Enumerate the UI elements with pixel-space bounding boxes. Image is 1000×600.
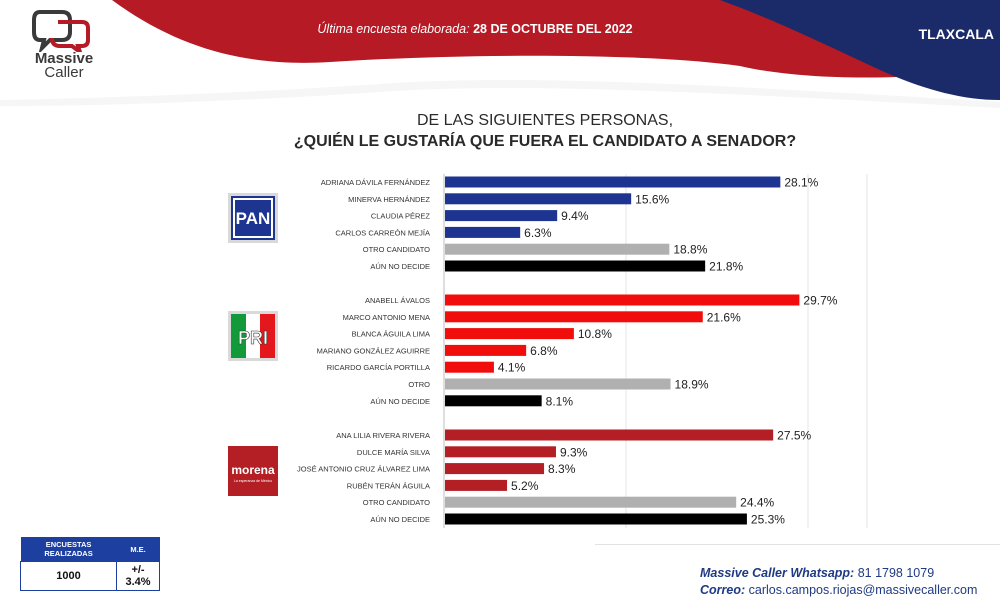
morena-logo-text: morena <box>231 463 275 477</box>
bar-label: DULCE MARÍA SILVA <box>357 448 430 457</box>
massive-caller-logo <box>32 10 90 52</box>
bar <box>445 513 747 525</box>
footer-whatsapp-number: 81 1798 1079 <box>857 566 935 580</box>
data-label: 21.8% <box>709 260 743 274</box>
bar-label: MARCO ANTONIO MENA <box>343 313 430 322</box>
morena-logo-square <box>228 446 278 496</box>
data-label: 27.5% <box>777 429 811 443</box>
footer-email: Correo: carlos.campos.riojas@massivecall… <box>700 583 977 597</box>
bar-label: CLAUDIA PÉREZ <box>371 212 431 221</box>
stats-value-surveys: 1000 <box>19 561 118 591</box>
bar-label: CARLOS CARREÓN MEJÍA <box>335 228 430 237</box>
data-label: 25.3% <box>751 513 785 527</box>
bar <box>445 496 737 508</box>
logo-text-massive: Massive <box>34 50 94 67</box>
footer-whatsapp: Massive Caller Whatsapp: 81 1798 1079 <box>700 566 934 580</box>
pan-logo-border <box>233 198 273 238</box>
data-label: 21.6% <box>707 310 741 324</box>
bar <box>445 344 527 356</box>
bar <box>445 210 558 222</box>
data-label: 18.8% <box>673 243 707 257</box>
bar <box>445 226 521 238</box>
bar <box>445 243 670 255</box>
bar <box>445 176 781 188</box>
bar <box>445 479 508 491</box>
pan-logo-text: PAN <box>236 209 271 228</box>
pri-logo-red <box>260 314 275 358</box>
bar <box>445 193 632 205</box>
bar-label: ANA LILIA RIVERA RIVERA <box>336 431 430 440</box>
question-line-2: ¿QUIÉN LE GUSTARÍA QUE FUERA EL CANDIDAT… <box>293 133 797 150</box>
bar <box>445 260 706 272</box>
data-label: 15.6% <box>635 192 669 206</box>
stats-header-margin: M.E. <box>116 537 160 562</box>
bar-label: AÚN NO DECIDE <box>370 262 430 271</box>
data-label: 6.3% <box>524 226 552 240</box>
logo-text-caller: Caller <box>44 64 84 81</box>
data-label: 29.7% <box>803 294 837 308</box>
data-label: 4.1% <box>498 361 526 375</box>
survey-stats-table: ENCUESTAS REALIZADAS M.E. 1000 +/- 3.4% <box>19 537 160 591</box>
bar-label: MINERVA HERNÁNDEZ <box>348 195 430 204</box>
footer-whatsapp-label: Massive Caller Whatsapp: <box>700 566 855 580</box>
bar-label: ANABELL ÁVALOS <box>365 296 430 305</box>
bar <box>445 429 774 441</box>
bar <box>445 395 542 407</box>
bar-label: RICARDO GARCÍA PORTILLA <box>327 363 430 372</box>
pri-logo-green <box>231 314 246 358</box>
morena-logo-subtext: La esperanza de México <box>234 479 272 483</box>
footer-email-address: carlos.campos.riojas@massivecaller.com <box>748 583 978 597</box>
bar <box>445 328 574 340</box>
data-label: 9.3% <box>560 445 588 459</box>
bar <box>445 378 671 390</box>
data-label: 28.1% <box>784 176 818 190</box>
bar-label: AÚN NO DECIDE <box>370 397 430 406</box>
footer-divider <box>595 544 1000 545</box>
bar <box>445 361 494 373</box>
data-label: 8.1% <box>546 394 574 408</box>
bar <box>445 294 800 306</box>
data-label: 8.3% <box>548 462 576 476</box>
bar-label: BLANCA ÁGUILA LIMA <box>352 330 430 339</box>
survey-date-value: 28 DE OCTUBRE DEL 2022 <box>473 22 633 36</box>
bar-label: RUBÉN TERÁN ÁGUILA <box>347 481 430 490</box>
bar-label: OTRO CANDIDATO <box>363 498 430 507</box>
data-label: 5.2% <box>511 479 539 493</box>
question-line-1: DE LAS SIGUIENTES PERSONAS, <box>416 112 674 129</box>
bar-label: ADRIANA DÁVILA FERNÁNDEZ <box>321 178 431 187</box>
bar <box>445 463 545 475</box>
survey-date-label: Última encuesta elaborada: <box>317 22 470 36</box>
data-label: 9.4% <box>561 209 589 223</box>
bar-label: MARIANO GONZÁLEZ AGUIRRE <box>317 346 430 355</box>
data-label: 6.8% <box>530 344 558 358</box>
bar <box>445 446 556 458</box>
pri-logo-text: PRI <box>238 328 268 348</box>
bar-label: AÚN NO DECIDE <box>370 515 430 524</box>
bar-label: OTRO CANDIDATO <box>363 245 430 254</box>
data-label: 18.9% <box>675 378 709 392</box>
bar <box>445 311 703 323</box>
pan-logo-square <box>231 196 275 240</box>
stats-header-surveys: ENCUESTAS REALIZADAS <box>20 537 117 562</box>
data-label: 24.4% <box>740 496 774 510</box>
region-label: TLAXCALA <box>918 26 994 42</box>
bar-label: OTRO <box>408 380 430 389</box>
survey-date-banner: Última encuesta elaborada: 28 DE OCTUBRE… <box>290 22 660 36</box>
footer-email-label: Correo: <box>700 583 746 597</box>
data-label: 10.8% <box>578 327 612 341</box>
stats-value-margin: +/- 3.4% <box>116 561 160 591</box>
bar-label: JOSÉ ANTONIO CRUZ ÁLVAREZ LIMA <box>297 465 430 474</box>
